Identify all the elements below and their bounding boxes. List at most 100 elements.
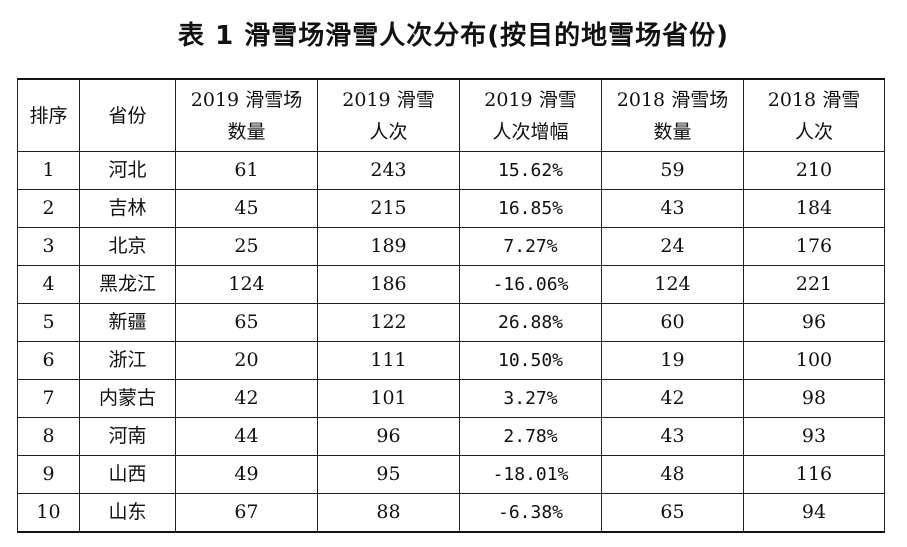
- cell-2018-resort-count: 60: [601, 303, 744, 342]
- cell-2018-resort-count: 48: [601, 455, 744, 494]
- table-row: 10 山东 67 88 -6.38% 65 94: [17, 493, 885, 533]
- cell-2018-visits: 94: [743, 493, 885, 533]
- cell-2019-resort-count: 45: [175, 189, 318, 228]
- cell-2019-resort-count: 49: [175, 455, 318, 494]
- header-province: 省份: [79, 78, 176, 152]
- header-2019-resort-count: 2019 滑雪场 数量: [175, 78, 318, 152]
- header-2019-visits: 2019 滑雪 人次: [317, 78, 460, 152]
- cell-2019-resort-count: 65: [175, 303, 318, 342]
- cell-2019-visits: 96: [317, 417, 460, 456]
- cell-2019-visits-growth: 10.50%: [459, 341, 602, 380]
- cell-2019-visits-growth: 15.62%: [459, 151, 602, 190]
- cell-2019-visits: 122: [317, 303, 460, 342]
- cell-2019-visits: 111: [317, 341, 460, 380]
- cell-2019-visits: 243: [317, 151, 460, 190]
- table-body: 1 河北 61 243 15.62% 59 210 2 吉林 45 215 16…: [17, 151, 885, 533]
- cell-province: 山东: [79, 493, 176, 533]
- table-row: 1 河北 61 243 15.62% 59 210: [17, 151, 885, 190]
- cell-2019-resort-count: 67: [175, 493, 318, 533]
- header-2018-resort-count-line2: 数量: [653, 120, 692, 143]
- cell-2018-resort-count: 43: [601, 417, 744, 456]
- cell-2019-resort-count: 124: [175, 265, 318, 304]
- header-2018-visits-line1: 2018 滑雪: [767, 88, 861, 111]
- header-2019-visits-line1: 2019 滑雪: [342, 88, 435, 111]
- cell-2019-visits: 88: [317, 493, 460, 533]
- cell-2018-visits: 184: [743, 189, 885, 228]
- cell-2018-resort-count: 65: [601, 493, 744, 533]
- cell-province: 吉林: [79, 189, 176, 228]
- table-header: 排序 省份 2019 滑雪场 数量 2019 滑雪 人次 2019 滑雪 人次增…: [17, 78, 885, 152]
- table-row: 2 吉林 45 215 16.85% 43 184: [17, 189, 885, 228]
- cell-2019-visits-growth: 16.85%: [459, 189, 602, 228]
- cell-2019-resort-count: 42: [175, 379, 318, 418]
- cell-province: 北京: [79, 227, 176, 266]
- cell-rank: 8: [17, 417, 80, 456]
- header-province-label: 省份: [108, 104, 147, 127]
- cell-rank: 7: [17, 379, 80, 418]
- cell-rank: 10: [17, 493, 80, 533]
- header-2018-resort-count: 2018 滑雪场 数量: [601, 78, 744, 152]
- cell-rank: 1: [17, 151, 80, 190]
- header-rank: 排序: [17, 78, 80, 152]
- table-row: 6 浙江 20 111 10.50% 19 100: [17, 341, 885, 380]
- header-2019-visits-growth-line1: 2019 滑雪: [484, 88, 577, 111]
- cell-2018-resort-count: 43: [601, 189, 744, 228]
- cell-2018-visits: 96: [743, 303, 885, 342]
- cell-rank: 6: [17, 341, 80, 380]
- cell-province: 河南: [79, 417, 176, 456]
- table-row: 5 新疆 65 122 26.88% 60 96: [17, 303, 885, 342]
- header-rank-label: 排序: [29, 104, 68, 127]
- cell-2019-visits-growth: 2.78%: [459, 417, 602, 456]
- cell-rank: 3: [17, 227, 80, 266]
- cell-province: 河北: [79, 151, 176, 190]
- cell-2018-resort-count: 19: [601, 341, 744, 380]
- header-2018-visits-line2: 人次: [794, 120, 833, 143]
- cell-2019-visits-growth: -18.01%: [459, 455, 602, 494]
- table-row: 3 北京 25 189 7.27% 24 176: [17, 227, 885, 266]
- header-2019-visits-line2: 人次: [369, 120, 408, 143]
- cell-rank: 9: [17, 455, 80, 494]
- table-title: 表 1 滑雪场滑雪人次分布(按目的地雪场省份): [178, 21, 729, 51]
- cell-2019-visits-growth: -6.38%: [459, 493, 602, 533]
- cell-2019-visits-growth: 26.88%: [459, 303, 602, 342]
- table-row: 8 河南 44 96 2.78% 43 93: [17, 417, 885, 456]
- cell-2019-visits: 189: [317, 227, 460, 266]
- cell-2019-visits-growth: 7.27%: [459, 227, 602, 266]
- header-2019-visits-growth: 2019 滑雪 人次增幅: [459, 78, 602, 152]
- cell-rank: 4: [17, 265, 80, 304]
- cell-2019-visits: 101: [317, 379, 460, 418]
- cell-2019-resort-count: 61: [175, 151, 318, 190]
- table-row: 9 山西 49 95 -18.01% 48 116: [17, 455, 885, 494]
- header-2019-resort-count-line2: 数量: [227, 120, 266, 143]
- cell-province: 黑龙江: [79, 265, 176, 304]
- cell-2018-resort-count: 124: [601, 265, 744, 304]
- cell-2019-visits: 95: [317, 455, 460, 494]
- cell-2019-resort-count: 20: [175, 341, 318, 380]
- cell-2019-visits-growth: 3.27%: [459, 379, 602, 418]
- header-2018-visits: 2018 滑雪 人次: [743, 78, 885, 152]
- cell-2018-visits: 176: [743, 227, 885, 266]
- cell-province: 新疆: [79, 303, 176, 342]
- cell-2018-resort-count: 59: [601, 151, 744, 190]
- cell-2018-visits: 116: [743, 455, 885, 494]
- cell-2018-resort-count: 42: [601, 379, 744, 418]
- header-2018-resort-count-line1: 2018 滑雪场: [616, 88, 729, 111]
- table-row: 7 内蒙古 42 101 3.27% 42 98: [17, 379, 885, 418]
- cell-2018-visits: 98: [743, 379, 885, 418]
- cell-2019-resort-count: 44: [175, 417, 318, 456]
- cell-rank: 5: [17, 303, 80, 342]
- cell-2018-visits: 100: [743, 341, 885, 380]
- header-2019-visits-growth-line2: 人次增幅: [492, 120, 569, 143]
- cell-2018-visits: 221: [743, 265, 885, 304]
- cell-2019-visits-growth: -16.06%: [459, 265, 602, 304]
- table-row: 4 黑龙江 124 186 -16.06% 124 221: [17, 265, 885, 304]
- ski-resort-table: 排序 省份 2019 滑雪场 数量 2019 滑雪 人次 2019 滑雪 人次增…: [17, 78, 885, 533]
- cell-2019-visits: 215: [317, 189, 460, 228]
- cell-province: 山西: [79, 455, 176, 494]
- cell-2018-visits: 93: [743, 417, 885, 456]
- cell-2018-visits: 210: [743, 151, 885, 190]
- cell-rank: 2: [17, 189, 80, 228]
- cell-2018-resort-count: 24: [601, 227, 744, 266]
- header-2019-resort-count-line1: 2019 滑雪场: [190, 88, 303, 111]
- header-row: 排序 省份 2019 滑雪场 数量 2019 滑雪 人次 2019 滑雪 人次增…: [17, 78, 885, 152]
